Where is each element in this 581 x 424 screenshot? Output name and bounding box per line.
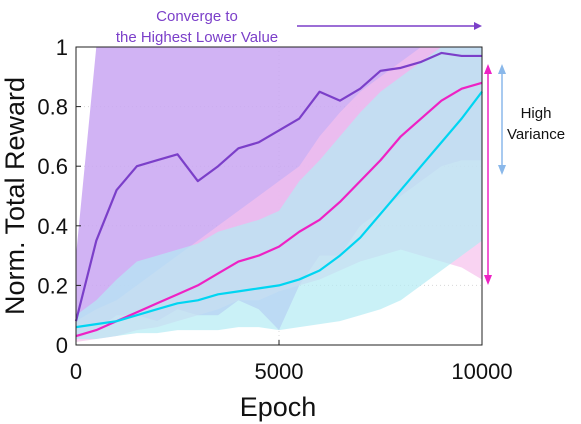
- y-tick-label-3: 0.6: [37, 154, 68, 179]
- variance-annotation-line-2: Variance: [507, 126, 565, 143]
- series-line-0: [74, 51, 482, 322]
- x-tick-label-1: 5000: [255, 359, 304, 384]
- y-tick-label-4: 0.8: [37, 95, 68, 120]
- x-tick-label-0: 0: [70, 359, 82, 384]
- converge-annotation-line-2: the Highest Lower Value: [116, 29, 278, 46]
- axis-ticks: 0 0.2 0.4 0.6 0.8 1 0 5000 10000: [37, 35, 512, 384]
- variance-band-2: [76, 47, 482, 340]
- y-tick-label-5: 1: [56, 35, 68, 60]
- series-line-1: [75, 81, 483, 338]
- y-tick-label-2: 0.4: [37, 214, 68, 239]
- variance-annotation-line-1: High: [521, 105, 552, 122]
- variance-arrow-cyan: [498, 64, 506, 175]
- converge-arrow: [297, 22, 482, 30]
- series-line-2: [75, 91, 483, 329]
- x-tick-label-2: 10000: [451, 359, 512, 384]
- x-axis-title: Epoch: [240, 392, 317, 422]
- y-tick-label-1: 0.2: [37, 273, 68, 298]
- variance-arrow-magenta: [484, 64, 492, 285]
- y-axis-title: Norm. Total Reward: [0, 77, 30, 315]
- series-lines: [74, 51, 483, 338]
- y-tick-label-0: 0: [56, 333, 68, 358]
- converge-annotation-line-1: Converge to: [156, 8, 238, 25]
- variance-bands: [76, 47, 482, 343]
